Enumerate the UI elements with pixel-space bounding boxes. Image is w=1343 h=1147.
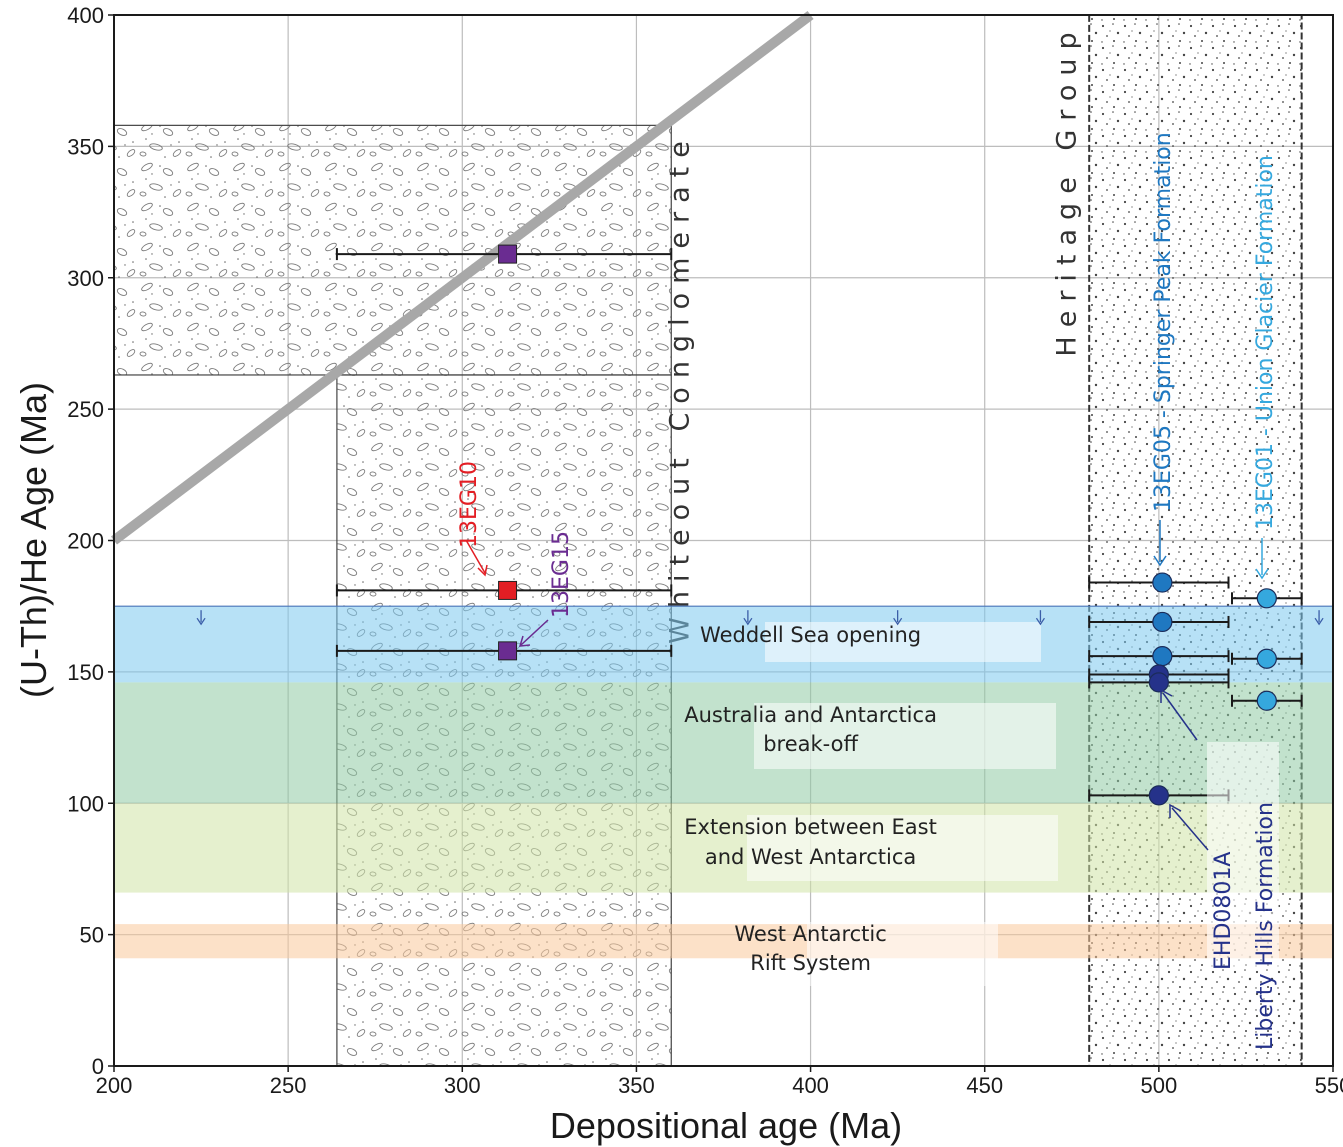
x-tick-label: 450 [966,1073,1003,1098]
sample-label-13eg01: 13EG01 - Union Glacier Formation [1253,155,1278,530]
x-tick-label: 400 [792,1073,829,1098]
sample-arrow [1162,692,1198,741]
conglomerate-upper-box [113,124,672,376]
sample-arrow-head [1169,803,1182,818]
unit-label-whiteout: Whiteout Conglomerate [665,132,696,644]
x-tick-label: 550 [1315,1073,1343,1098]
y-tick-label: 400 [67,3,104,28]
data-point [1148,672,1169,693]
unit-label-heritage: Heritage Group [1051,23,1082,356]
sample-arrow-head [1153,555,1167,567]
y-axis-title: (U-Th)/He Age (Ma) [13,382,54,698]
y-tick-label: 50 [80,923,104,948]
y-tick-label: 100 [67,791,104,816]
y-tick-label: 350 [67,134,104,159]
sample-arrow [465,539,486,574]
data-point [1152,646,1173,667]
data-point [498,244,518,264]
band-label-backdrop [754,703,1056,769]
data-point [1256,648,1277,669]
data-point [1152,572,1173,593]
data-point [498,580,518,600]
band-arrow-head [1314,617,1324,626]
band-label: Australia and Antarctica [684,703,937,727]
band-arrow-head [743,617,753,626]
data-point [1256,588,1277,609]
data-point [1152,611,1173,633]
band-label: break-off [763,732,858,756]
y-tick-label: 150 [67,660,104,685]
tick-labels: 200 250 300 350 400 450 500 550 0 50 100 150 200 250 3… [67,3,1343,1098]
sample-arrow-head [1160,688,1173,703]
band-label-backdrop [807,922,998,986]
sample-label-ehd0801a: EHD0801A [1211,852,1236,970]
y-tick-label: 0 [92,1054,104,1079]
x-axis-title: Depositional age (Ma) [550,1105,902,1146]
one-to-one-line [110,11,814,545]
x-tick-label: 200 [96,1073,133,1098]
x-tick-label: 300 [444,1073,481,1098]
data-point [1148,785,1169,806]
age-band [114,803,1333,893]
sample-arrow [1171,807,1209,851]
sample-arrow-head [1255,568,1269,580]
x-tick-label: 250 [270,1073,307,1098]
data-points [498,244,1277,806]
formation-label-liberty-hills: Liberty Hills Formation [1253,802,1278,1050]
y-tick-label: 300 [67,266,104,291]
sample-arrow-head [518,635,531,647]
band-label: Extension between East [684,815,937,839]
band-label-backdrop [765,622,1041,662]
band-label: Weddell Sea opening [700,623,921,647]
band-label: Rift System [750,951,871,975]
sample-arrow [520,619,549,646]
age-bands: Weddell Sea opening Australia and Antarct… [114,605,1333,986]
age-band [114,924,1333,959]
sample-arrow-head [477,564,488,577]
sample-label-13eg15: 13EG15 [549,531,574,618]
band-arrow-head [1035,617,1045,626]
label-backdrop [1207,742,1279,968]
y-tick-label: 250 [67,397,104,422]
error-bars [335,248,1303,802]
band-arrow-head [196,617,206,626]
sample-label-13eg10: 13EG10 [457,461,482,548]
x-tick-label: 350 [618,1073,655,1098]
y-tick-label: 200 [67,529,104,554]
band-label: and West Antarctica [705,845,916,869]
band-label: West Antarctic [734,922,886,946]
age-band [114,682,1333,804]
annotations: 13EG10 13EG15 13EG05 - Springer Peak Forma… [457,132,1279,1050]
band-label-backdrop [747,815,1058,881]
data-point [498,641,518,661]
band-arrow-head [893,617,903,626]
data-point [1256,690,1277,711]
reference-line [110,11,814,545]
age-band [114,606,1333,683]
sample-label-13eg05: 13EG05 - Springer Peak Formation [1151,132,1176,512]
x-tick-label: 500 [1140,1073,1177,1098]
